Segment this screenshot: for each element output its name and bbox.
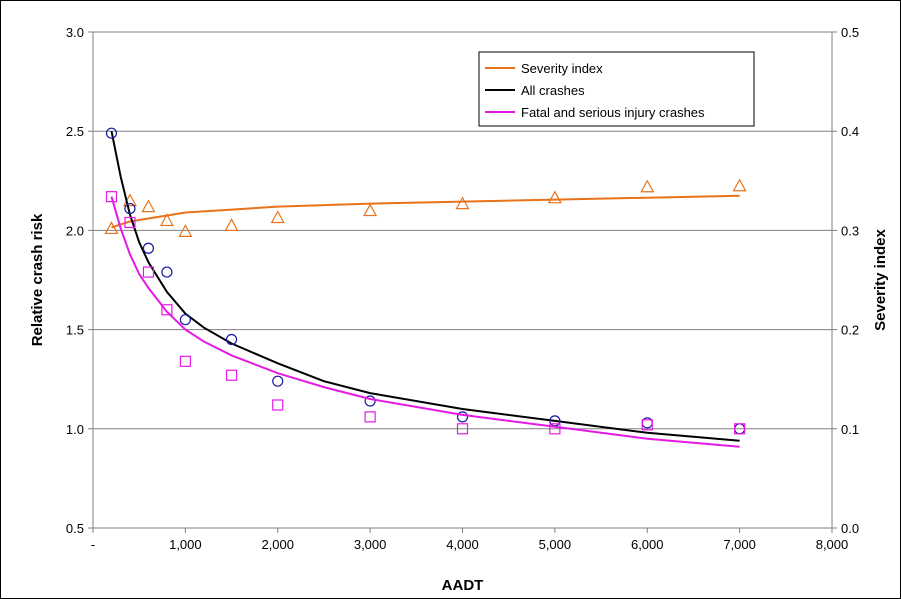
x-tick-label-7: 7,000 <box>723 537 756 552</box>
series-severity-index <box>104 178 747 237</box>
data-point-all-crashes-8 <box>456 411 469 423</box>
legend-label-all-crashes: All crashes <box>521 83 585 98</box>
data-point-all-crashes-0 <box>105 127 118 139</box>
data-point-fatal-serious-0 <box>105 191 118 203</box>
data-point-fatal-serious-6 <box>272 399 284 411</box>
x-tick-label-8: 8,000 <box>816 537 849 552</box>
trend-line-all-crashes <box>110 131 740 442</box>
data-point-severity-index-0 <box>104 221 119 235</box>
gridlines <box>93 130 832 430</box>
data-point-all-crashes-4 <box>179 314 191 326</box>
data-point-fatal-serious-11 <box>734 423 746 435</box>
y-tick-label-2: 1.5 <box>66 323 84 338</box>
data-point-fatal-serious-2 <box>142 266 155 278</box>
x-tick-label-3: 3,000 <box>354 537 387 552</box>
x-axis-title: AADT <box>442 577 484 594</box>
data-point-all-crashes-6 <box>272 375 284 387</box>
data-point-severity-index-11 <box>732 178 747 192</box>
data-point-severity-index-2 <box>141 199 156 213</box>
data-point-all-crashes-7 <box>364 395 376 407</box>
y-axis-left: 0.5 1.0 1.5 2.0 2.5 3.0 <box>66 25 93 536</box>
data-point-severity-index-5 <box>224 218 239 232</box>
x-tick-label-4: 4,000 <box>446 537 479 552</box>
data-point-all-crashes-5 <box>225 333 238 346</box>
data-point-severity-index-9 <box>547 190 562 204</box>
series-fatal-serious <box>105 191 746 448</box>
y-axis-right: 0.0 0.1 0.2 0.3 0.4 0.5 <box>832 25 859 536</box>
data-point-fatal-serious-9 <box>549 423 561 435</box>
data-point-severity-index-7 <box>363 203 378 217</box>
x-tick-label-2: 2,000 <box>261 537 294 552</box>
data-point-severity-index-6 <box>270 210 285 224</box>
legend: Severity index All crashes Fatal and ser… <box>478 51 755 127</box>
series-layer <box>104 127 747 448</box>
data-point-severity-index-10 <box>640 179 655 193</box>
data-point-fatal-serious-5 <box>225 369 238 381</box>
trend-line-fatal-serious <box>110 196 740 448</box>
data-point-severity-index-8 <box>455 196 470 210</box>
y-tick-label-1: 1.0 <box>66 422 84 437</box>
y2-tick-label-0: 0.0 <box>841 521 859 536</box>
data-point-severity-index-4 <box>178 224 193 237</box>
y-tick-label-4: 2.5 <box>66 124 84 139</box>
data-point-all-crashes-2 <box>142 242 155 254</box>
data-point-fatal-serious-4 <box>179 355 191 367</box>
data-point-fatal-serious-3 <box>161 304 173 316</box>
data-point-fatal-serious-8 <box>456 423 469 435</box>
trend-line-severity-index <box>111 194 740 229</box>
legend-box <box>478 51 755 127</box>
y2-tick-label-5: 0.5 <box>841 25 859 40</box>
data-point-severity-index-3 <box>159 213 174 227</box>
y2-tick-label-2: 0.2 <box>841 323 859 338</box>
data-point-all-crashes-3 <box>161 266 173 278</box>
x-axis: - 1,000 2,000 3,000 4,000 5,000 6,000 7,000 8,00… <box>91 528 848 552</box>
data-point-fatal-serious-10 <box>641 419 653 431</box>
x-tick-label-0: - <box>91 537 95 552</box>
legend-label-fatal-serious: Fatal and serious injury crashes <box>521 105 705 120</box>
y-tick-label-0: 0.5 <box>66 521 84 536</box>
legend-label-severity-index: Severity index <box>521 61 603 76</box>
data-point-fatal-serious-1 <box>124 216 136 229</box>
x-tick-label-1: 1,000 <box>169 537 202 552</box>
y2-axis-title: Severity index <box>872 228 889 330</box>
y2-tick-label-3: 0.3 <box>841 223 859 238</box>
data-point-fatal-serious-7 <box>364 411 376 423</box>
y-tick-label-5: 3.0 <box>66 25 84 40</box>
x-tick-label-6: 6,000 <box>631 537 664 552</box>
y-axis-title: Relative crash risk <box>29 213 46 346</box>
x-tick-label-5: 5,000 <box>539 537 572 552</box>
y2-tick-label-1: 0.1 <box>841 422 859 437</box>
data-point-all-crashes-1 <box>124 202 136 215</box>
y-tick-label-3: 2.0 <box>66 223 84 238</box>
y2-tick-label-4: 0.4 <box>841 124 859 139</box>
